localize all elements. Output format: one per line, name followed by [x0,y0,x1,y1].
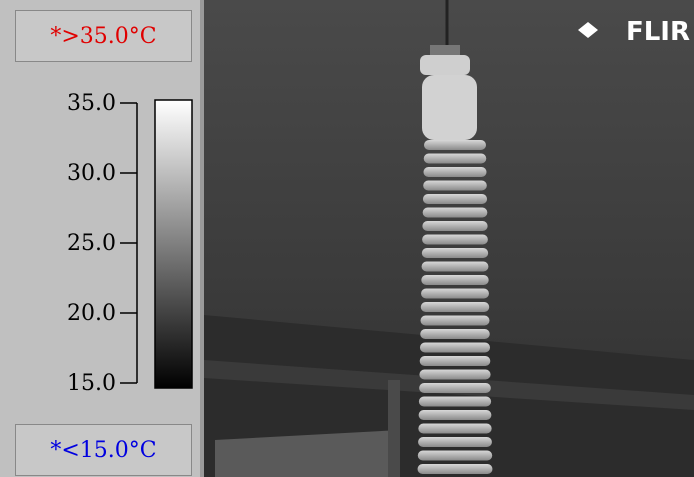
disc [421,289,489,299]
disc [423,167,486,177]
tick-label: 35.0 [67,91,116,116]
tick-label: 20.0 [67,301,116,326]
disc [419,410,492,420]
thermal-viewer: 35.0 30.0 25.0 20.0 15.0 FLIR *>35.0°C *<15.… [0,0,694,477]
disc [423,194,487,204]
disc [423,181,487,191]
disc [419,383,491,393]
disc [422,262,489,272]
tick-label: 30.0 [67,161,116,186]
tick-label: 15.0 [67,371,116,396]
disc [418,451,492,461]
logo: FLIR [626,17,690,47]
disc [422,221,487,231]
disc [420,343,490,353]
disc [422,248,488,258]
disc [423,208,488,218]
cap-top [420,55,470,75]
disc [419,397,491,407]
colorbar [155,100,192,388]
insulator [418,140,493,474]
disc [424,140,486,150]
tick-label: 25.0 [67,231,116,256]
disc [418,437,492,447]
disc [424,154,487,164]
post [388,380,400,477]
cap-body [422,75,477,140]
max-label: *>35.0°C [15,10,192,62]
disc [420,356,491,366]
disc [421,275,488,285]
disc [418,424,491,434]
disc [419,370,490,380]
disc [422,235,488,245]
viewer-graphics: 35.0 30.0 25.0 20.0 15.0 FLIR [0,0,694,477]
min-label: *<15.0°C [15,424,192,476]
disc [420,329,490,339]
disc [420,316,489,326]
disc [421,302,489,312]
disc [418,464,493,474]
divider [200,0,204,477]
cap [430,45,460,55]
